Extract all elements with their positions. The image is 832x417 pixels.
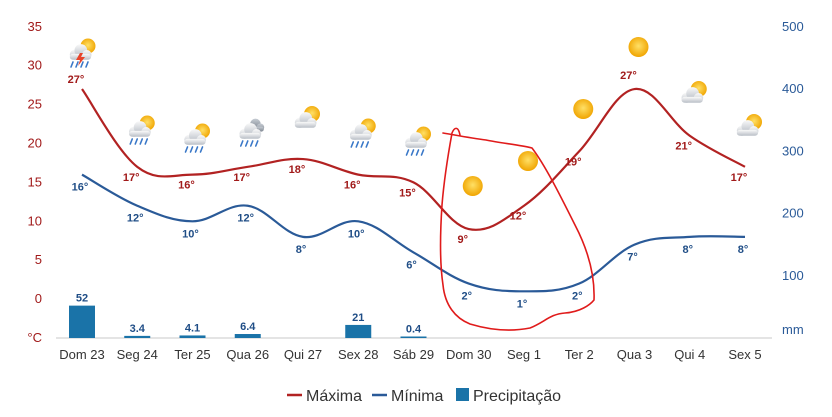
sun-cloud-icon: [736, 114, 762, 136]
min-temp-label: 16°: [72, 182, 89, 194]
max-temp-label: 21°: [675, 141, 692, 153]
x-axis-tick-label: Qui 27: [284, 347, 322, 362]
min-temp-label: 8°: [738, 244, 749, 256]
min-temp-label: 12°: [127, 213, 144, 225]
min-temp-label: 6°: [406, 259, 417, 271]
right-axis-tick-label: 200: [782, 206, 804, 221]
min-temp-label: 10°: [348, 228, 365, 240]
legend: Máxima Mínima Precipitação: [287, 388, 561, 405]
min-temp-label: 12°: [237, 213, 254, 225]
precipitation-bar: [234, 334, 261, 338]
right-axis-tick-label: 100: [782, 268, 804, 283]
max-temp-label: 9°: [457, 234, 468, 246]
max-temp-label: 12°: [510, 211, 527, 223]
x-axis-tick-label: Qua 3: [617, 347, 652, 362]
right-axis-tick-label: 300: [782, 143, 804, 158]
max-temp-label: 17°: [233, 172, 250, 184]
sun-icon: [518, 151, 538, 171]
legend-label-precipitacao: Precipitação: [473, 388, 561, 405]
left-axis-ticks: °C 0 5 10 15 20 25 30 35: [27, 19, 42, 345]
max-temp-label: 19°: [565, 156, 582, 168]
max-temp-label: 17°: [123, 172, 140, 184]
sun-cloud-icon: [681, 81, 707, 103]
right-axis-tick-label: 500: [782, 19, 804, 34]
left-axis-tick-label: 15: [28, 174, 42, 189]
precipitation-label: 3.4: [130, 323, 146, 335]
max-temp-label: 15°: [399, 187, 416, 199]
right-axis-tick-label: 400: [782, 81, 804, 96]
data-labels: 52 3.4 4.1 6.4 21 0.4 27° 17° 16° 17° 18° 16° 15° 9° 1…: [68, 70, 749, 335]
precipitation-label: 6.4: [240, 321, 256, 333]
left-axis-tick-label: 10: [28, 213, 42, 228]
legend-label-maxima: Máxima: [306, 388, 362, 405]
left-axis-tick-label: 25: [28, 97, 42, 112]
sun-cloud-rain-icon: [405, 126, 431, 156]
x-axis-tick-label: Seg 1: [507, 347, 541, 362]
left-axis-tick-label: 30: [28, 58, 42, 73]
left-axis-tick-label: 0: [35, 291, 42, 306]
series-line-maxima: [81, 87, 746, 231]
x-axis-tick-label: Dom 23: [59, 347, 105, 362]
left-axis-tick-label: 20: [28, 136, 42, 151]
x-axis-tick-label: Seg 24: [117, 347, 158, 362]
right-axis-ticks: mm 100 200 300 400 500: [782, 19, 804, 337]
temperature-lines: [81, 87, 746, 293]
min-temp-label: 8°: [682, 244, 693, 256]
thunderstorm-rain-icon: [69, 38, 96, 68]
x-axis-tick-label: Sáb 29: [393, 347, 434, 362]
x-axis-tick-label: Ter 2: [565, 347, 594, 362]
right-axis-tick-label: mm: [782, 322, 804, 337]
sun-cloud-rain-icon: [350, 118, 376, 148]
max-temp-label: 16°: [344, 180, 361, 192]
weather-icons: [69, 37, 762, 196]
min-temp-label: 7°: [627, 252, 638, 264]
max-temp-label: 18°: [289, 164, 306, 176]
legend-label-minima: Mínima: [391, 388, 444, 405]
cloud-rain-icon: [239, 118, 265, 147]
precipitation-bar: [179, 335, 206, 338]
min-temp-label: 10°: [182, 228, 199, 240]
precipitation-label: 21: [352, 312, 364, 324]
sun-cloud-icon: [294, 106, 320, 128]
min-temp-label: 2°: [461, 291, 472, 303]
precipitation-bar: [345, 324, 372, 338]
series-line-minima: [81, 173, 746, 293]
max-temp-label: 17°: [731, 172, 748, 184]
left-axis-tick-label: °C: [27, 330, 42, 345]
max-temp-label: 16°: [178, 180, 195, 192]
left-axis-tick-label: 35: [28, 19, 42, 34]
precipitation-bar: [400, 336, 427, 338]
sun-cloud-rain-icon: [184, 123, 210, 153]
x-axis-tick-label: Sex 28: [338, 347, 378, 362]
hand-drawn-annotation: [439, 127, 595, 331]
left-axis-tick-label: 5: [35, 252, 42, 267]
sun-icon: [573, 99, 594, 119]
min-temp-label: 2°: [572, 291, 583, 303]
precipitation-bars: [69, 305, 427, 338]
annotation-outline: [439, 127, 595, 331]
sun-cloud-rain-icon: [129, 115, 155, 145]
precipitation-label: 0.4: [406, 324, 422, 336]
sun-icon: [628, 37, 649, 57]
min-temp-label: 8°: [296, 244, 307, 256]
x-axis-tick-label: Sex 5: [728, 347, 761, 362]
x-axis-tick-label: Qua 26: [226, 347, 269, 362]
x-axis-ticks: Dom 23 Seg 24 Ter 25 Qua 26 Qui 27 Sex 28 Sáb …: [59, 347, 761, 362]
precipitation-bar: [124, 335, 151, 338]
precipitation-label: 52: [76, 293, 88, 305]
sun-icon: [462, 176, 483, 196]
x-axis-tick-label: Qui 4: [674, 347, 705, 362]
precipitation-label: 4.1: [185, 322, 200, 334]
precipitation-bar: [69, 305, 95, 338]
min-temp-label: 1°: [517, 298, 528, 310]
legend-swatch-precipitacao: [456, 388, 469, 401]
max-temp-label: 27°: [68, 74, 85, 86]
x-axis-tick-label: Ter 25: [174, 347, 210, 362]
max-temp-label: 27°: [620, 70, 637, 82]
x-axis-tick-label: Dom 30: [446, 347, 492, 362]
